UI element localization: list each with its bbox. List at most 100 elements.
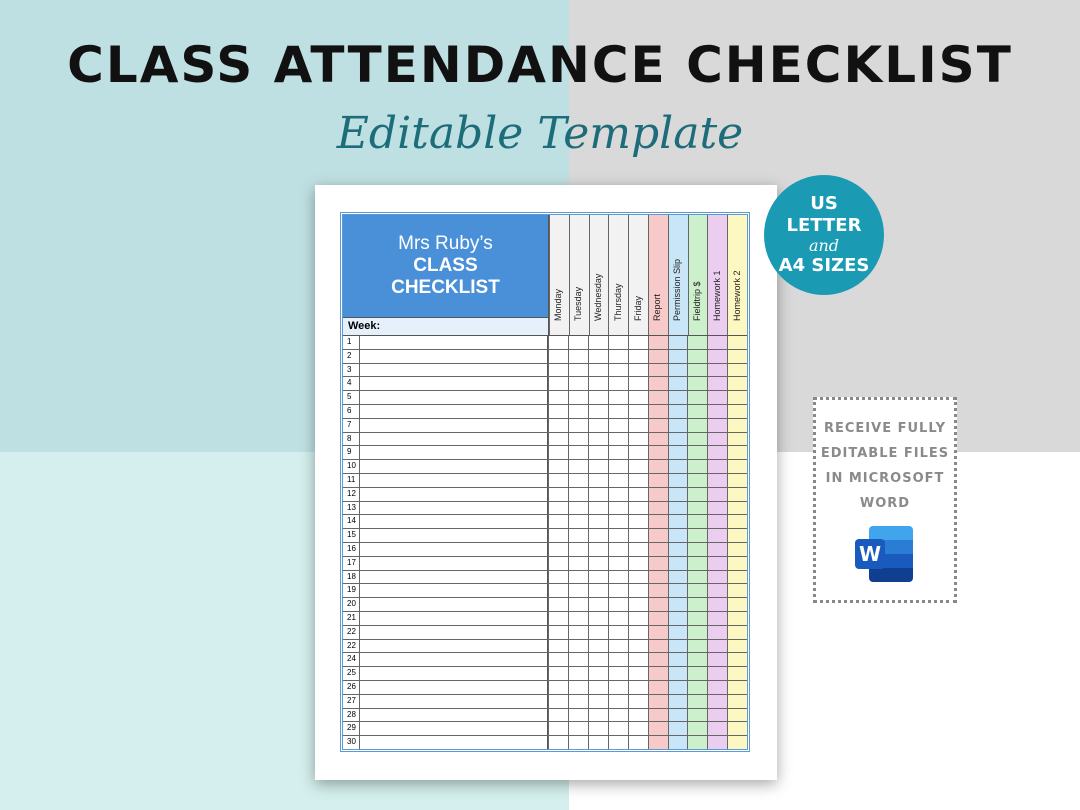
check-cell[interactable]	[687, 460, 708, 473]
check-cell[interactable]	[608, 570, 628, 584]
check-cell[interactable]	[627, 570, 648, 584]
check-cell[interactable]	[687, 473, 708, 487]
check-cell[interactable]	[608, 584, 628, 598]
check-cell[interactable]	[608, 501, 628, 515]
check-cell[interactable]	[667, 736, 688, 749]
check-cell[interactable]	[647, 736, 668, 749]
check-cell[interactable]	[608, 349, 628, 363]
check-cell[interactable]	[608, 708, 628, 722]
check-cell[interactable]	[588, 570, 609, 584]
check-cell[interactable]	[687, 680, 708, 694]
check-cell[interactable]	[727, 404, 748, 418]
check-cell[interactable]	[548, 460, 569, 473]
check-cell[interactable]	[687, 349, 708, 363]
check-cell[interactable]	[667, 598, 688, 611]
student-name-cell[interactable]	[360, 432, 549, 446]
check-cell[interactable]	[627, 418, 648, 432]
check-cell[interactable]	[687, 653, 708, 667]
check-cell[interactable]	[707, 515, 728, 529]
student-name-cell[interactable]	[360, 460, 549, 473]
check-cell[interactable]	[608, 722, 628, 736]
check-cell[interactable]	[707, 708, 728, 722]
check-cell[interactable]	[647, 584, 668, 598]
student-name-cell[interactable]	[360, 336, 549, 349]
check-cell[interactable]	[727, 611, 748, 625]
check-cell[interactable]	[568, 680, 589, 694]
check-cell[interactable]	[627, 349, 648, 363]
check-cell[interactable]	[548, 487, 569, 501]
check-cell[interactable]	[707, 529, 728, 542]
check-cell[interactable]	[727, 556, 748, 570]
check-cell[interactable]	[727, 377, 748, 391]
student-name-cell[interactable]	[360, 708, 549, 722]
check-cell[interactable]	[588, 611, 609, 625]
check-cell[interactable]	[608, 529, 628, 542]
check-cell[interactable]	[727, 487, 748, 501]
check-cell[interactable]	[568, 556, 589, 570]
check-cell[interactable]	[707, 639, 728, 653]
check-cell[interactable]	[548, 556, 569, 570]
check-cell[interactable]	[608, 336, 628, 349]
check-cell[interactable]	[627, 529, 648, 542]
check-cell[interactable]	[707, 556, 728, 570]
check-cell[interactable]	[707, 446, 728, 460]
check-cell[interactable]	[588, 487, 609, 501]
check-cell[interactable]	[647, 680, 668, 694]
check-cell[interactable]	[687, 418, 708, 432]
check-cell[interactable]	[588, 625, 609, 639]
check-cell[interactable]	[608, 418, 628, 432]
check-cell[interactable]	[667, 349, 688, 363]
check-cell[interactable]	[608, 363, 628, 377]
check-cell[interactable]	[548, 404, 569, 418]
check-cell[interactable]	[667, 363, 688, 377]
check-cell[interactable]	[568, 391, 589, 404]
check-cell[interactable]	[707, 377, 728, 391]
student-name-cell[interactable]	[360, 542, 549, 556]
check-cell[interactable]	[727, 460, 748, 473]
check-cell[interactable]	[548, 584, 569, 598]
check-cell[interactable]	[687, 625, 708, 639]
check-cell[interactable]	[568, 570, 589, 584]
check-cell[interactable]	[568, 418, 589, 432]
student-name-cell[interactable]	[360, 501, 549, 515]
student-name-cell[interactable]	[360, 653, 549, 667]
check-cell[interactable]	[627, 363, 648, 377]
check-cell[interactable]	[667, 611, 688, 625]
check-cell[interactable]	[588, 542, 609, 556]
check-cell[interactable]	[687, 611, 708, 625]
check-cell[interactable]	[727, 542, 748, 556]
student-name-cell[interactable]	[360, 473, 549, 487]
check-cell[interactable]	[627, 515, 648, 529]
check-cell[interactable]	[647, 336, 668, 349]
check-cell[interactable]	[608, 653, 628, 667]
check-cell[interactable]	[667, 625, 688, 639]
check-cell[interactable]	[548, 625, 569, 639]
check-cell[interactable]	[707, 736, 728, 749]
check-cell[interactable]	[667, 570, 688, 584]
student-name-cell[interactable]	[360, 377, 549, 391]
check-cell[interactable]	[548, 542, 569, 556]
check-cell[interactable]	[588, 418, 609, 432]
check-cell[interactable]	[608, 446, 628, 460]
check-cell[interactable]	[548, 391, 569, 404]
check-cell[interactable]	[588, 432, 609, 446]
check-cell[interactable]	[588, 722, 609, 736]
check-cell[interactable]	[667, 391, 688, 404]
check-cell[interactable]	[687, 336, 708, 349]
check-cell[interactable]	[608, 694, 628, 708]
check-cell[interactable]	[608, 404, 628, 418]
check-cell[interactable]	[608, 473, 628, 487]
check-cell[interactable]	[647, 487, 668, 501]
check-cell[interactable]	[687, 377, 708, 391]
check-cell[interactable]	[568, 404, 589, 418]
check-cell[interactable]	[667, 653, 688, 667]
check-cell[interactable]	[647, 708, 668, 722]
check-cell[interactable]	[568, 694, 589, 708]
student-name-cell[interactable]	[360, 598, 549, 611]
check-cell[interactable]	[588, 694, 609, 708]
check-cell[interactable]	[627, 611, 648, 625]
check-cell[interactable]	[667, 556, 688, 570]
check-cell[interactable]	[647, 460, 668, 473]
check-cell[interactable]	[548, 653, 569, 667]
check-cell[interactable]	[568, 336, 589, 349]
